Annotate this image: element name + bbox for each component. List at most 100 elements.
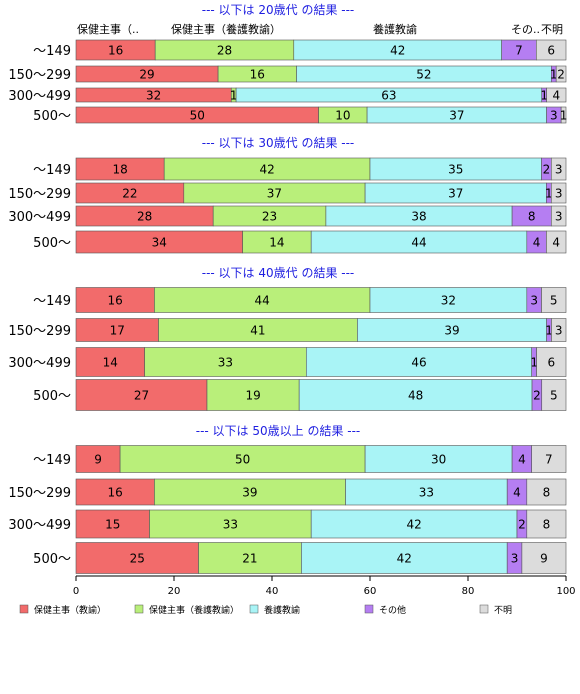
bar-segment [75,478,155,506]
data-label: 4 [552,236,560,250]
data-label: 4 [513,486,521,500]
data-label: 42 [406,518,421,532]
data-label: 23 [262,210,277,224]
bar-segment [206,379,300,411]
bar-segment [555,65,567,83]
data-label: 4 [533,236,541,250]
bar-segment [144,347,307,377]
legend-label: 養護教諭 [264,604,300,616]
row-label: 300～499 [8,518,71,533]
panel-title: --- 以下は 30歳代 の結果 --- [202,136,355,150]
bar-segment [531,445,567,473]
data-label: 39 [242,486,257,500]
bar-segment [154,478,346,506]
data-label: 1 [230,89,238,103]
panel-title: --- 以下は 20歳代 の結果 --- [202,3,355,17]
column-header: 保健主事（養護教諭） [171,22,281,36]
bar-segment [310,509,518,539]
legend-swatch [19,604,29,614]
bar-segment [345,478,508,506]
data-label: 27 [134,389,149,403]
data-label: 3 [555,187,563,201]
tick-label: 40 [266,586,279,597]
data-label: 8 [543,518,551,532]
data-label: 25 [130,552,145,566]
row-label: 150～299 [8,68,71,83]
bar-segment [550,157,567,181]
data-label: 33 [419,486,434,500]
data-label: 7 [515,44,523,58]
data-label: 44 [411,236,426,250]
data-label: 16 [108,486,123,500]
row-label: 300～499 [8,210,71,225]
row-label: 300～499 [8,356,71,371]
bar-segment [75,509,150,539]
data-label: 6 [547,44,555,58]
data-label: 15 [105,518,120,532]
data-label: 29 [139,68,154,82]
row-label: 500～ [33,109,71,124]
column-header: その.. [511,23,540,36]
data-label: 30 [431,453,446,467]
row-label: 150～299 [8,486,71,501]
legend-swatch [249,604,259,614]
bar-segment [119,445,366,473]
column-headers: 保健主事（.. 保健主事（養護教諭） 養護教諭 その.. 不明 [77,22,563,36]
bar-segment [75,347,145,377]
legend-swatch [479,604,489,614]
data-label: 50 [190,109,205,123]
data-label: 46 [411,356,426,370]
data-label: 22 [122,187,137,201]
data-label: 41 [250,324,265,338]
data-label: 21 [242,552,257,566]
bar-segment [149,509,312,539]
data-label: 1 [530,356,538,370]
data-label: 14 [103,356,118,370]
data-label: 18 [112,163,127,177]
bar-segment [75,445,121,473]
column-header: 不明 [541,23,563,36]
data-label: 50 [235,453,250,467]
data-label: 6 [547,356,555,370]
bar-segment [546,230,567,254]
bar-segment [198,542,302,574]
data-label: 42 [390,44,405,58]
bar-segment [536,347,567,377]
data-label: 8 [543,486,551,500]
data-label: 38 [411,210,426,224]
tick-label: 80 [462,586,475,597]
data-label: 1 [545,187,553,201]
data-label: 2 [543,163,551,177]
bar-segment [301,542,508,574]
data-label: 63 [381,89,396,103]
tick-label: 60 [364,586,377,597]
row-label: 500～ [33,236,71,251]
data-label: 32 [441,294,456,308]
data-label: 3 [530,294,538,308]
x-axis: 0 20 40 60 80 100 [73,575,576,597]
data-label: 37 [448,187,463,201]
data-label: 9 [540,552,548,566]
bar-segment [364,445,513,473]
data-label: 37 [449,109,464,123]
data-label: 16 [250,68,265,82]
data-label: 2 [518,518,526,532]
data-label: 1 [550,68,558,82]
row-label: ～149 [33,294,71,309]
row-label: ～149 [33,44,71,59]
legend-label: その他 [379,604,406,616]
panel-title: --- 以下は 50歳以上 の結果 --- [196,424,361,438]
data-label: 1 [540,89,548,103]
data-label: 52 [416,68,431,82]
tick-label: 20 [168,586,181,597]
row-label: 150～299 [8,324,71,339]
data-label: 3 [555,163,563,177]
data-label: 42 [397,552,412,566]
panel: --- 以下は 50歳以上 の結果 --- ～149 9 50 30 4 7 150～299 1… [8,424,567,574]
data-label: 2 [557,68,565,82]
data-label: 17 [110,324,125,338]
data-label: 48 [408,389,423,403]
